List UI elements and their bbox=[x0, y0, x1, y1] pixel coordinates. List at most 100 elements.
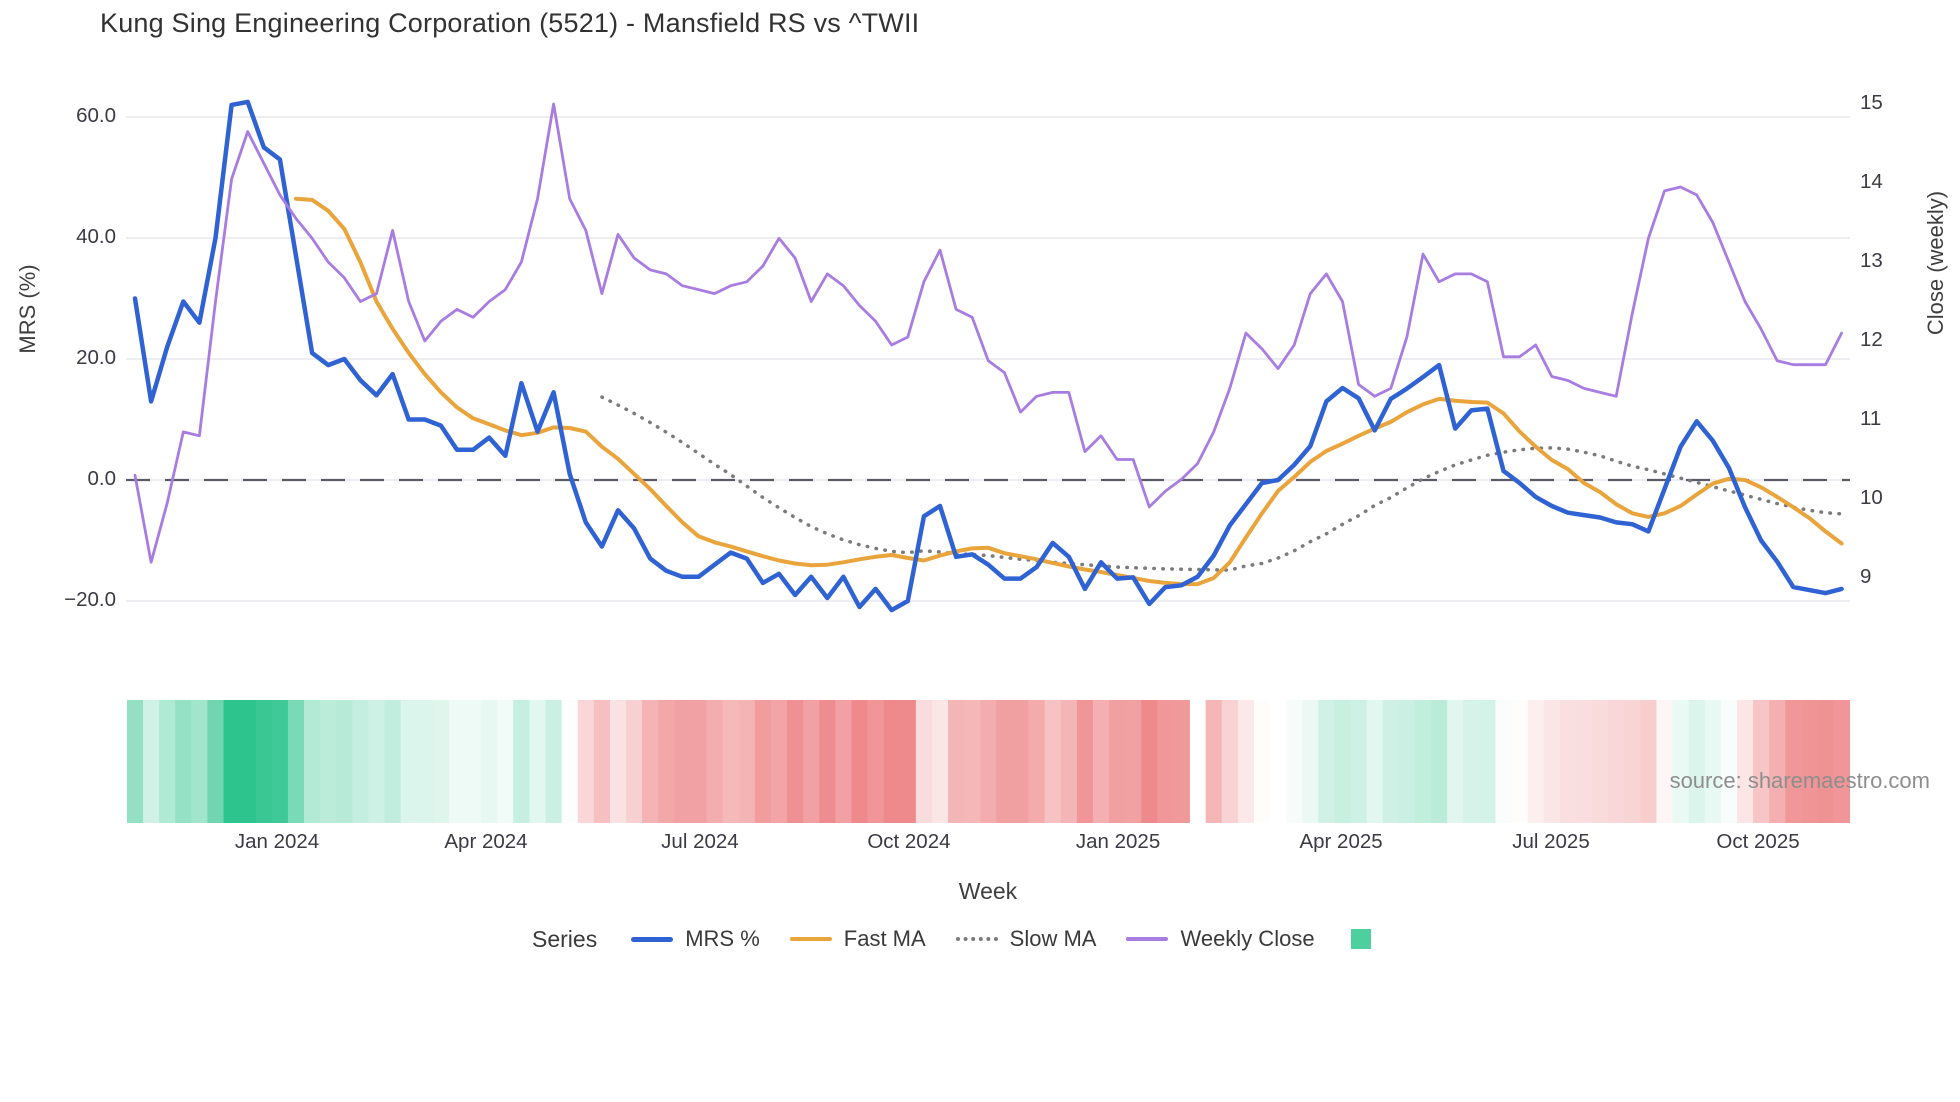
right-axis-tick: 12 bbox=[1860, 328, 1883, 351]
heatmap-cell bbox=[336, 700, 353, 823]
legend-item-mrs: MRS % bbox=[631, 926, 760, 952]
heatmap-cell bbox=[271, 700, 289, 823]
heatmap-cell bbox=[448, 700, 466, 823]
heatmap-cell bbox=[1624, 700, 1641, 823]
x-axis-tick: Jul 2025 bbox=[1512, 830, 1590, 853]
heatmap-cell bbox=[1221, 700, 1239, 823]
heatmap-cell bbox=[1736, 700, 1754, 823]
x-axis-tick: Oct 2024 bbox=[867, 830, 951, 853]
heatmap-cell bbox=[1286, 700, 1303, 823]
heatmap-cell bbox=[1028, 700, 1046, 823]
heatmap-cell bbox=[1060, 700, 1078, 823]
heatmap-cell bbox=[738, 700, 756, 823]
x-axis-tick: Apr 2025 bbox=[1299, 830, 1383, 853]
heatmap-cell bbox=[996, 700, 1013, 823]
heatmap-cell bbox=[239, 700, 257, 823]
heatmap-cell bbox=[883, 700, 901, 823]
heatmap-cell bbox=[1704, 700, 1722, 823]
heatmap-cell bbox=[1157, 700, 1174, 823]
heatmap-cell bbox=[1785, 700, 1802, 823]
heatmap-cell bbox=[368, 700, 385, 823]
slow-ma-line bbox=[600, 395, 1844, 572]
heatmap-cell bbox=[529, 700, 546, 823]
heatmap-cell bbox=[706, 700, 724, 823]
heatmap-cell bbox=[819, 700, 836, 823]
left-axis-tick: 0.0 bbox=[87, 467, 117, 490]
x-axis-label: Week bbox=[958, 878, 1018, 904]
heatmap-cell bbox=[1109, 700, 1126, 823]
heatmap-cell bbox=[287, 700, 305, 823]
heatmap-cell bbox=[577, 700, 595, 823]
left-axis-tick: 40.0 bbox=[76, 225, 116, 248]
heatmap-cell bbox=[561, 700, 579, 823]
heatmap-cell bbox=[609, 700, 627, 823]
heatmap-cell bbox=[593, 700, 611, 823]
heatmap-cell bbox=[352, 700, 369, 823]
heatmap-cell bbox=[787, 700, 804, 823]
heatmap-cell bbox=[851, 700, 868, 823]
left-axis-tick: −20.0 bbox=[64, 588, 116, 611]
x-axis-tick: Jan 2025 bbox=[1075, 830, 1161, 853]
heatmap-cell bbox=[690, 700, 707, 823]
weekly-close-line bbox=[133, 102, 1843, 564]
source-watermark: source: sharemaestro.com bbox=[1669, 768, 1930, 793]
right-axis-tick: 9 bbox=[1860, 565, 1872, 588]
chart-title: Kung Sing Engineering Corporation (5521)… bbox=[100, 8, 920, 38]
slow-ma-dotted-swatch-icon bbox=[955, 937, 998, 941]
heatmap-cell bbox=[400, 700, 418, 823]
legend-item-label: Weekly Close bbox=[1180, 926, 1315, 951]
heatmap-cell bbox=[1173, 700, 1190, 823]
legend-item-label: MRS % bbox=[685, 926, 760, 951]
right-axis-tick: 11 bbox=[1860, 407, 1882, 430]
heatmap-cell bbox=[1543, 700, 1561, 823]
heatmap-cell bbox=[545, 700, 563, 823]
heatmap-cell bbox=[1350, 700, 1368, 823]
heatmap-cell bbox=[1656, 700, 1673, 823]
heatmap-cell bbox=[1640, 700, 1657, 823]
heatmap-cell bbox=[658, 700, 675, 823]
right-axis-tick: 13 bbox=[1860, 249, 1883, 272]
heatmap-cell bbox=[1688, 700, 1706, 823]
heatmap-cell bbox=[207, 700, 224, 823]
left-axis-tick: 20.0 bbox=[76, 346, 116, 369]
heatmap-cell bbox=[465, 700, 482, 823]
heatmap-cell bbox=[1382, 700, 1400, 823]
heatmap-cell bbox=[1720, 700, 1738, 823]
y-axis-label-right: Close (weekly) bbox=[1923, 190, 1948, 336]
heatmap-cell bbox=[1366, 700, 1384, 823]
heatmap-cell bbox=[1801, 700, 1818, 823]
heatmap-cell bbox=[1527, 700, 1545, 823]
heatmap-cell bbox=[931, 700, 949, 823]
heatmap-cell bbox=[803, 700, 820, 823]
legend-item-fast-ma: Fast MA bbox=[789, 926, 926, 952]
heatmap-cell bbox=[1253, 700, 1271, 823]
heatmap-cell bbox=[384, 700, 402, 823]
heatmap-cell bbox=[159, 700, 176, 823]
heatmap-cell bbox=[964, 700, 981, 823]
heatmap-cell bbox=[143, 700, 160, 823]
heatmap-cell bbox=[1414, 700, 1432, 823]
heatmap-cell bbox=[223, 700, 241, 823]
heatmap-cell bbox=[191, 700, 208, 823]
legend-item-label: Slow MA bbox=[1009, 926, 1097, 951]
legend-item-label: Fast MA bbox=[843, 926, 926, 951]
heatmap-cell bbox=[948, 700, 965, 823]
heatmap-cell bbox=[722, 700, 740, 823]
right-axis-tick: 10 bbox=[1860, 486, 1883, 509]
heatmap-cell bbox=[1318, 700, 1335, 823]
x-axis-tick: Apr 2024 bbox=[444, 830, 528, 853]
legend-item-slow-ma: Slow MA bbox=[955, 926, 1097, 952]
heatmap-cell bbox=[754, 700, 772, 823]
heatmap-cell bbox=[626, 700, 643, 823]
heatmap-cell bbox=[1447, 700, 1464, 823]
heatmap-cell bbox=[497, 700, 514, 823]
heatmap-legend-swatch-icon bbox=[1350, 929, 1371, 949]
heatmap-cell bbox=[1012, 700, 1029, 823]
heatmap-cell bbox=[1833, 700, 1851, 823]
heatmap-cell bbox=[1125, 700, 1142, 823]
x-axis-tick: Oct 2025 bbox=[1716, 830, 1800, 853]
fast-ma-line-swatch-icon bbox=[789, 937, 832, 941]
heatmap-cell bbox=[1575, 700, 1593, 823]
heatmap-cell bbox=[899, 700, 917, 823]
